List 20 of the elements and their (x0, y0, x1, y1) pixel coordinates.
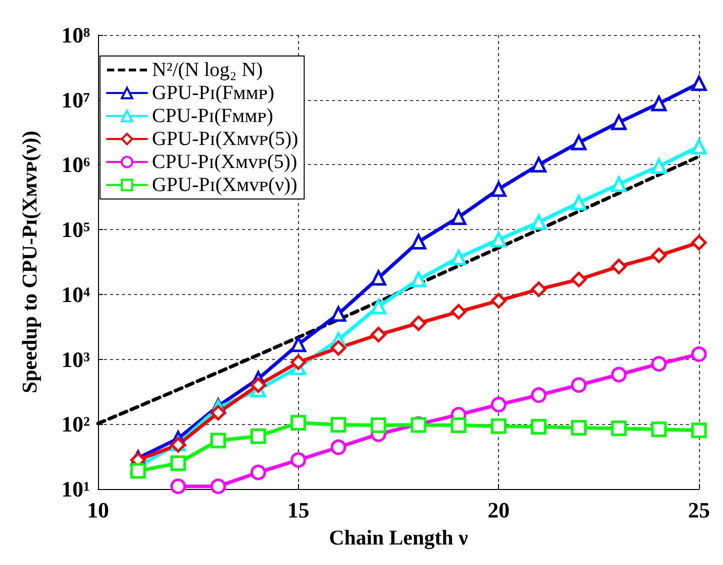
x-axis-title: Chain Length ν (329, 526, 469, 550)
x-tick-label: 10 (87, 498, 109, 522)
legend-label: GPU-Pɪ(Fᴍᴍᴘ) (152, 82, 274, 104)
y-tick-label: 10³ (61, 346, 90, 372)
legend-label: CPU-Pɪ(Xᴍᴠᴘ(5)) (152, 151, 298, 173)
y-tick-label: 10⁶ (61, 152, 90, 178)
y-axis-title: Speedup to CPU-Pɪ(Xᴍᴠᴘ(ν)) (18, 130, 42, 394)
y-tick-label: 10⁴ (61, 282, 90, 307)
x-tick-label: 20 (488, 498, 510, 522)
y-tick-label: 10⁸ (61, 22, 90, 48)
legend-label: N²/(N log₂ N) (152, 59, 263, 81)
legend-label: GPU-Pɪ(Xᴍᴠᴘ(5)) (152, 128, 298, 150)
x-tick-label: 25 (688, 498, 710, 522)
y-tick-label: 10¹ (61, 476, 90, 502)
x-tick-label: 15 (287, 498, 310, 522)
y-tick-label: 10⁵ (61, 217, 90, 242)
legend-label: CPU-Pɪ(Fᴍᴍᴘ) (152, 105, 274, 127)
legend-label: GPU-Pɪ(Xᴍᴠᴘ(ν)) (152, 174, 298, 196)
y-tick-label: 10² (61, 412, 90, 437)
y-tick-label: 10⁷ (61, 87, 90, 112)
